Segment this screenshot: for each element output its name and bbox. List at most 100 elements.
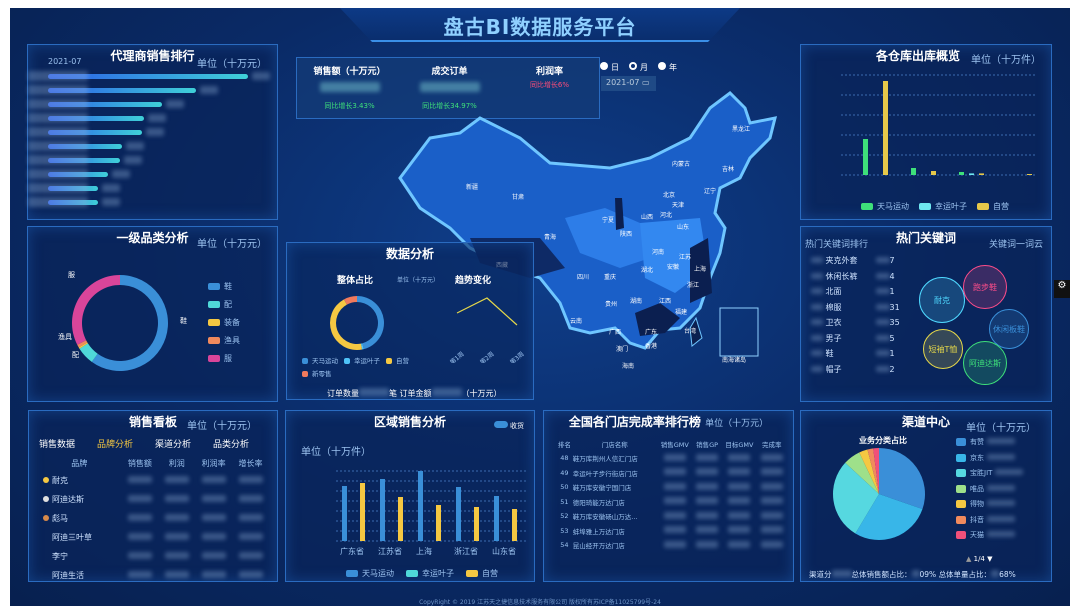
- province-label[interactable]: 重庆: [604, 274, 617, 281]
- province-label[interactable]: 内蒙古: [672, 161, 691, 168]
- province-label[interactable]: 上海: [694, 266, 707, 273]
- province-label[interactable]: 宁夏: [602, 217, 615, 224]
- settings-icon[interactable]: ⚙: [1054, 280, 1070, 298]
- table-row: 彪马: [37, 509, 269, 528]
- province-label[interactable]: 江苏: [679, 254, 692, 261]
- province-label[interactable]: 浙江: [687, 282, 700, 289]
- region-bar: [360, 483, 365, 541]
- date-label: 2021-07: [48, 57, 82, 66]
- category-slice: [78, 342, 88, 349]
- province-label[interactable]: 安徽: [667, 264, 680, 271]
- province-label[interactable]: 江西: [659, 298, 672, 305]
- keyword-rank-item[interactable]: 帽子 2: [811, 364, 900, 380]
- tab-3[interactable]: 品类分析: [213, 440, 250, 450]
- province-label[interactable]: 河北: [660, 212, 673, 219]
- province-label[interactable]: 山西: [641, 214, 654, 221]
- agent-name-blurred: [28, 85, 88, 95]
- keyword-rank-title: 热门关键词排行: [805, 240, 869, 250]
- tab-0[interactable]: 销售数据: [39, 440, 76, 450]
- keyword-bubble[interactable]: 休闲板鞋: [989, 309, 1029, 349]
- table-row: 48 鞋万库荆州人信汇门店: [556, 451, 786, 466]
- keyword-rank-item[interactable]: 棉服 31: [811, 302, 900, 318]
- province-label[interactable]: 湖北: [641, 267, 654, 274]
- category-slice: [91, 275, 168, 371]
- legend-item[interactable]: 自营: [466, 568, 498, 579]
- channel-summary: 渠道分 总体销售额占比： 09% 总体单量占比： 68%: [809, 570, 1016, 579]
- province-label[interactable]: 台湾: [684, 328, 697, 335]
- province-label[interactable]: 新疆: [466, 184, 479, 191]
- category-label: 江苏省: [378, 546, 402, 556]
- province-label[interactable]: 河南: [652, 249, 665, 256]
- province-label[interactable]: 黑龙江: [732, 126, 751, 133]
- channel-slice: [873, 448, 879, 494]
- legend-item[interactable]: 唯品: [956, 484, 1023, 494]
- china-map[interactable]: [390, 78, 810, 378]
- legend-item[interactable]: 幸运叶子: [406, 568, 454, 579]
- province-label[interactable]: 吉林: [722, 166, 735, 173]
- agent-value-blurred: [148, 114, 166, 122]
- prev-page-icon[interactable]: ▲: [966, 555, 972, 563]
- column-header: 利润: [168, 458, 185, 468]
- tab-1[interactable]: 品牌分析: [97, 440, 134, 450]
- province-label[interactable]: 香港: [645, 343, 658, 350]
- keyword-bubble[interactable]: 耐克: [919, 277, 965, 323]
- keyword-rank-item[interactable]: 北面 1: [811, 286, 900, 302]
- legend-item[interactable]: 得物: [956, 499, 1023, 509]
- province-label[interactable]: 北京: [663, 192, 676, 199]
- week-label: 第3周: [508, 350, 525, 363]
- province-label[interactable]: 天津: [672, 202, 685, 209]
- keyword-rank-item[interactable]: 夹克外套 7: [811, 255, 900, 271]
- province-label[interactable]: 山东: [677, 224, 690, 231]
- province-label[interactable]: 澳门: [616, 346, 629, 353]
- keyword-rank-item[interactable]: 休闲长裤 4: [811, 271, 900, 287]
- tab-2[interactable]: 渠道分析: [155, 440, 192, 450]
- province-label[interactable]: 广东: [645, 329, 658, 336]
- province-label[interactable]: 青海: [544, 234, 557, 241]
- week-label: 第2周: [478, 350, 495, 363]
- keyword-bubble[interactable]: 短袖T恤: [923, 329, 963, 369]
- legend-item[interactable]: 宝胜JIT: [956, 468, 1024, 478]
- date-picker[interactable]: 2021-07 ▭: [601, 76, 656, 91]
- legend-item[interactable]: 天马运动: [346, 568, 394, 579]
- legend-item[interactable]: 天猫: [956, 530, 1023, 540]
- province-label[interactable]: 云南: [570, 318, 583, 325]
- period-option-year[interactable]: 年: [658, 62, 677, 73]
- table-row: 54 昆山经开万达门店: [556, 538, 786, 553]
- province-label[interactable]: 辽宁: [704, 188, 717, 195]
- trend-line: [456, 297, 518, 326]
- keyword-bubble[interactable]: 跑步鞋: [963, 265, 1007, 309]
- column-header: 品牌: [71, 458, 88, 468]
- keyword-rank-item[interactable]: 卫衣 35: [811, 317, 900, 333]
- period-option-day[interactable]: 日: [600, 62, 619, 73]
- panel-title: 渠道中心: [901, 415, 950, 429]
- legend-item[interactable]: 抖音: [956, 515, 1023, 525]
- column-header: 增长率: [238, 458, 263, 468]
- table-row: 阿迪三叶草: [37, 528, 269, 547]
- province-label[interactable]: 湖南: [630, 298, 643, 305]
- province-label[interactable]: 海南: [622, 363, 635, 370]
- province-label[interactable]: 广西: [609, 329, 622, 336]
- receipt-toggle[interactable]: 收货: [494, 421, 524, 431]
- legend-item[interactable]: 京东: [956, 453, 1023, 463]
- channel-panel: 渠道中心 单位（十万元） 业务分类占比 有赞 京东 宝胜JIT 唯品 得物 抖音 天猫 ▲ …: [800, 410, 1052, 582]
- table-row: 50 鞋万库安徽宁国门店: [556, 480, 786, 495]
- legend-item: 配: [208, 299, 240, 310]
- pager: ▲ 1/4 ▼: [966, 555, 993, 563]
- province-label[interactable]: 甘肃: [512, 194, 525, 201]
- region-bar: [380, 479, 385, 541]
- keyword-rank-item[interactable]: 男子 5: [811, 333, 900, 349]
- store-rank-panel: 全国各门店完成率排行榜 单位（十万元） 排名 门店名称 销售GMV 销售GP 目标GMV…: [543, 410, 794, 582]
- province-label[interactable]: 陕西: [620, 231, 633, 238]
- legend-item[interactable]: 有赞: [956, 437, 1023, 447]
- column-header: 利润率: [201, 458, 226, 468]
- period-option-month[interactable]: 月: [629, 62, 648, 73]
- radio-icon: [600, 62, 608, 70]
- province-label[interactable]: 四川: [577, 274, 590, 281]
- province-label[interactable]: 贵州: [605, 301, 618, 308]
- keyword-bubble[interactable]: 阿迪达斯: [963, 341, 1007, 385]
- next-page-icon[interactable]: ▼: [987, 555, 993, 563]
- legend-item: 天马运动: [861, 201, 909, 212]
- table-row: 53 蚌埠雅上万达门店: [556, 524, 786, 539]
- province-label[interactable]: 福建: [675, 309, 688, 316]
